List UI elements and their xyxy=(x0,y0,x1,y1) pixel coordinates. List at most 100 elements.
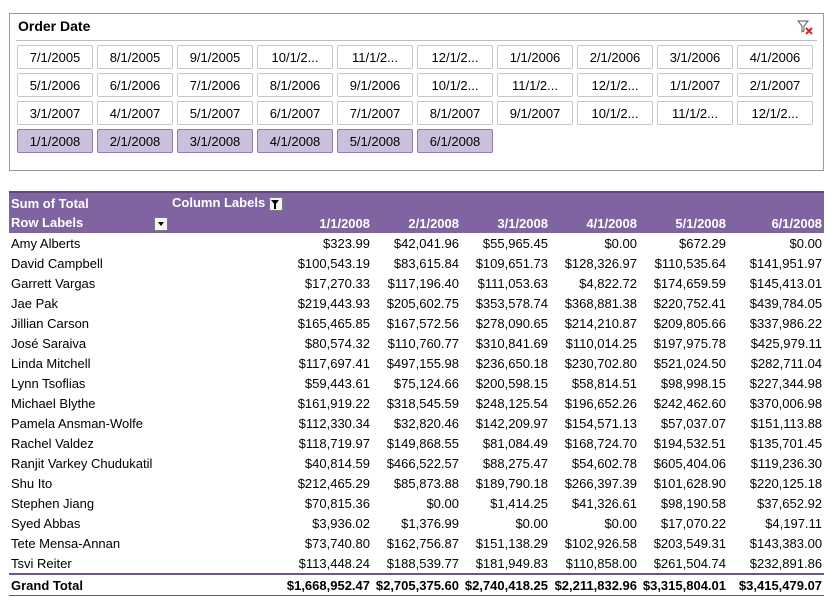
value-cell[interactable]: $118,719.97 xyxy=(298,435,370,451)
value-cell[interactable]: $101,628.90 xyxy=(653,475,726,491)
value-cell[interactable]: $282,711.04 xyxy=(750,355,823,371)
slicer-tile[interactable]: 7/1/2006 xyxy=(177,73,253,97)
value-cell[interactable]: $154,571.13 xyxy=(564,415,637,431)
slicer-tile[interactable]: 6/1/2006 xyxy=(97,73,173,97)
slicer-tile[interactable]: 5/1/2006 xyxy=(17,73,93,97)
value-cell[interactable]: $17,070.22 xyxy=(660,515,726,531)
value-cell[interactable]: $98,998.15 xyxy=(660,375,726,391)
value-cell[interactable]: $236,650.18 xyxy=(475,355,548,371)
value-cell[interactable]: $59,443.61 xyxy=(304,375,370,391)
row-label[interactable]: Syed Abbas xyxy=(11,515,81,531)
value-cell[interactable]: $117,196.40 xyxy=(387,275,459,291)
value-cell[interactable]: $188,539.77 xyxy=(386,555,459,571)
slicer-tile[interactable]: 1/1/2007 xyxy=(657,73,733,97)
slicer-tile[interactable]: 6/1/2007 xyxy=(257,101,333,125)
slicer-tile[interactable]: 10/1/2... xyxy=(257,45,333,69)
value-cell[interactable]: $3,936.02 xyxy=(312,515,370,531)
value-cell[interactable]: $145,413.01 xyxy=(749,275,823,291)
value-cell[interactable]: $310,841.69 xyxy=(475,335,548,351)
value-cell[interactable]: $0.00 xyxy=(515,515,548,531)
value-cell[interactable]: $109,651.73 xyxy=(475,255,548,271)
slicer-tile[interactable]: 5/1/2008 xyxy=(337,129,413,153)
value-cell[interactable]: $212,465.29 xyxy=(297,475,370,491)
value-cell[interactable]: $605,404.06 xyxy=(653,455,726,471)
value-cell[interactable]: $70,815.36 xyxy=(304,495,370,511)
value-cell[interactable]: $200,598.15 xyxy=(475,375,548,391)
value-cell[interactable]: $219,443.93 xyxy=(297,295,370,311)
value-cell[interactable]: $110,858.00 xyxy=(565,555,637,571)
value-cell[interactable]: $425,979.11 xyxy=(750,335,823,351)
value-cell[interactable]: $149,868.55 xyxy=(386,435,459,451)
value-cell[interactable]: $88,275.47 xyxy=(482,455,548,471)
value-cell[interactable]: $55,965.45 xyxy=(482,235,548,251)
row-label[interactable]: Jae Pak xyxy=(11,295,58,311)
value-cell[interactable]: $83,615.84 xyxy=(393,255,459,271)
value-cell[interactable]: $151,113.88 xyxy=(750,415,823,431)
value-cell[interactable]: $181,949.83 xyxy=(475,555,548,571)
value-cell[interactable]: $102,926.58 xyxy=(564,535,637,551)
row-label[interactable]: Linda Mitchell xyxy=(11,355,91,371)
row-label[interactable]: José Saraiva xyxy=(11,335,87,351)
slicer-tile[interactable]: 3/1/2008 xyxy=(177,129,253,153)
value-cell[interactable]: $4,197.11 xyxy=(765,515,823,531)
row-label[interactable]: Amy Alberts xyxy=(11,235,81,251)
value-cell[interactable]: $80,574.32 xyxy=(304,335,370,351)
slicer-tile[interactable]: 10/1/2... xyxy=(577,101,653,125)
value-cell[interactable]: $135,701.45 xyxy=(749,435,823,451)
slicer-tile[interactable]: 2/1/2007 xyxy=(737,73,813,97)
value-cell[interactable]: $194,532.51 xyxy=(653,435,726,451)
value-cell[interactable]: $261,504.74 xyxy=(653,555,726,571)
slicer-tile[interactable]: 6/1/2008 xyxy=(417,129,493,153)
value-cell[interactable]: $57,037.07 xyxy=(660,415,726,431)
value-cell[interactable]: $0.00 xyxy=(604,235,637,251)
value-cell[interactable]: $98,190.58 xyxy=(660,495,726,511)
value-cell[interactable]: $165,465.85 xyxy=(297,315,370,331)
value-cell[interactable]: $1,376.99 xyxy=(401,515,459,531)
value-cell[interactable]: $0.00 xyxy=(789,235,823,251)
slicer-tile[interactable]: 5/1/2007 xyxy=(177,101,253,125)
value-cell[interactable]: $42,041.96 xyxy=(393,235,459,251)
grand-total-value[interactable]: $2,740,418.25 xyxy=(461,573,550,596)
value-cell[interactable]: $81,084.49 xyxy=(482,435,548,451)
value-cell[interactable]: $151,138.29 xyxy=(475,535,548,551)
value-cell[interactable]: $4,822.72 xyxy=(579,275,637,291)
row-label[interactable]: Rachel Valdez xyxy=(11,435,94,451)
value-cell[interactable]: $1,414.25 xyxy=(490,495,548,511)
value-cell[interactable]: $58,814.51 xyxy=(571,375,637,391)
row-label[interactable]: Ranjit Varkey Chudukatil xyxy=(11,455,153,471)
value-cell[interactable]: $189,790.18 xyxy=(475,475,548,491)
value-cell[interactable]: $197,975.78 xyxy=(653,335,726,351)
value-cell[interactable]: $353,578.74 xyxy=(475,295,548,311)
value-cell[interactable]: $521,024.50 xyxy=(653,355,726,371)
slicer-tile[interactable]: 8/1/2006 xyxy=(257,73,333,97)
value-cell[interactable]: $73,740.80 xyxy=(304,535,370,551)
grand-total-value[interactable]: $1,668,952.47 xyxy=(171,573,372,596)
value-cell[interactable]: $370,006.98 xyxy=(749,395,823,411)
value-cell[interactable]: $75,124.66 xyxy=(393,375,459,391)
row-label[interactable]: Lynn Tsoflias xyxy=(11,375,86,391)
value-cell[interactable]: $205,602.75 xyxy=(386,295,459,311)
row-label[interactable]: David Campbell xyxy=(11,255,103,271)
row-labels-dropdown-icon[interactable] xyxy=(154,217,168,231)
value-cell[interactable]: $672.29 xyxy=(679,235,726,251)
slicer-tile[interactable]: 4/1/2006 xyxy=(737,45,813,69)
value-cell[interactable]: $128,326.97 xyxy=(564,255,637,271)
grand-total-value[interactable]: $3,415,479.07 xyxy=(728,573,825,596)
slicer-tile[interactable]: 12/1/2... xyxy=(737,101,813,125)
value-cell[interactable]: $40,814.59 xyxy=(304,455,370,471)
slicer-tile[interactable]: 1/1/2008 xyxy=(17,129,93,153)
value-cell[interactable]: $248,125.54 xyxy=(475,395,548,411)
row-label[interactable]: Tsvi Reiter xyxy=(11,555,72,571)
slicer-tile[interactable]: 2/1/2006 xyxy=(577,45,653,69)
value-cell[interactable]: $141,951.97 xyxy=(749,255,823,271)
slicer-tile[interactable]: 11/1/2... xyxy=(657,101,733,125)
slicer-tile[interactable]: 8/1/2007 xyxy=(417,101,493,125)
value-cell[interactable]: $368,881.38 xyxy=(564,295,637,311)
slicer-tile[interactable]: 9/1/2005 xyxy=(177,45,253,69)
value-cell[interactable]: $110,760.77 xyxy=(387,335,459,351)
value-cell[interactable]: $41,326.61 xyxy=(571,495,637,511)
value-cell[interactable]: $113,448.24 xyxy=(298,555,370,571)
value-cell[interactable]: $167,572.56 xyxy=(386,315,459,331)
value-cell[interactable]: $168,724.70 xyxy=(564,435,637,451)
value-cell[interactable]: $37,652.92 xyxy=(756,495,823,511)
